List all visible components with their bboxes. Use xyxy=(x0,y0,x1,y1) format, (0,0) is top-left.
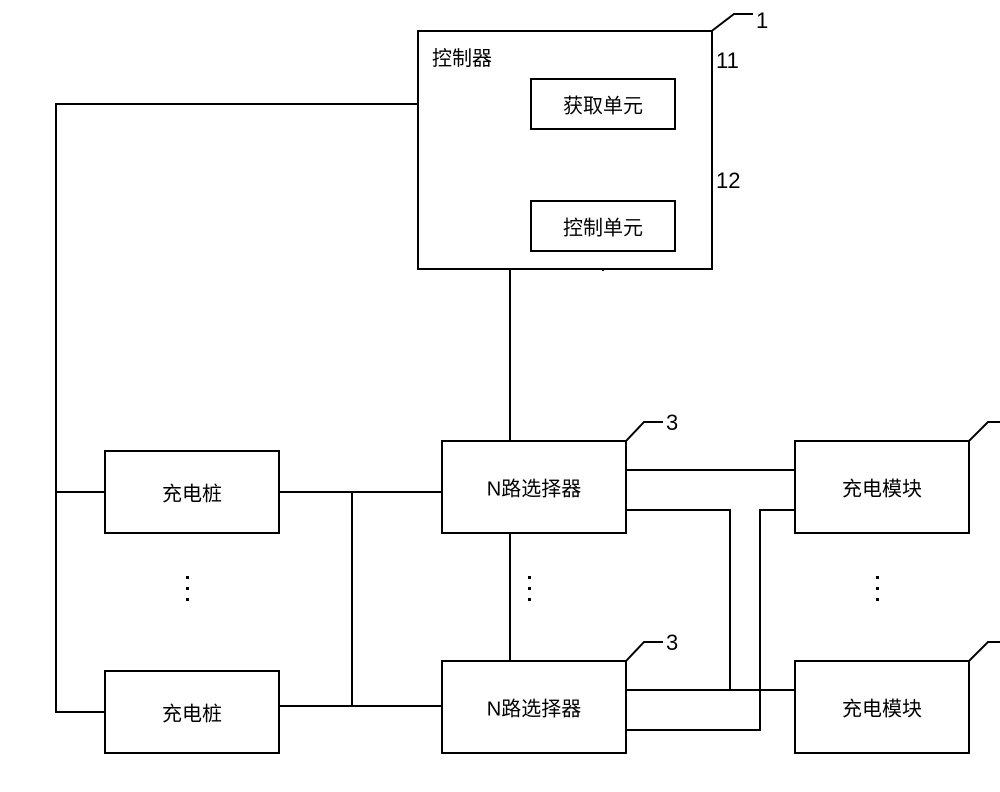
n-selector-bottom-box: N路选择器 xyxy=(441,660,627,754)
n-selector-top-box: N路选择器 xyxy=(441,440,627,534)
charging-module-bottom-box: 充电模块 xyxy=(794,660,970,754)
charging-module-top-label: 充电模块 xyxy=(842,473,922,502)
charging-module-bottom-label: 充电模块 xyxy=(842,693,922,722)
ellipsis-selectors xyxy=(528,576,531,601)
charging-module-top-box: 充电模块 xyxy=(794,440,970,534)
ellipsis-piles xyxy=(186,576,189,601)
charging-pile-top-box: 充电桩 xyxy=(104,450,280,534)
n-selector-top-label: N路选择器 xyxy=(487,473,581,502)
controller-label: 控制器 xyxy=(432,42,492,71)
ellipsis-modules xyxy=(876,576,879,601)
callout-3-top: 3 xyxy=(666,410,678,436)
control-unit-label: 控制单元 xyxy=(563,212,643,241)
callout-11: 11 xyxy=(716,48,739,74)
callout-1: 1 xyxy=(756,8,768,34)
control-unit-box: 控制单元 xyxy=(530,200,676,252)
charging-pile-top-label: 充电桩 xyxy=(162,478,222,507)
diagram-canvas: 控制器 获取单元 控制单元 充电桩 充电桩 N路选择器 N路选择器 充电模块 充… xyxy=(0,0,1000,792)
charging-pile-bottom-label: 充电桩 xyxy=(162,698,222,727)
acquire-unit-box: 获取单元 xyxy=(530,78,676,130)
charging-pile-bottom-box: 充电桩 xyxy=(104,670,280,754)
acquire-unit-label: 获取单元 xyxy=(563,90,643,119)
callout-12: 12 xyxy=(716,168,740,194)
callout-3-bottom: 3 xyxy=(666,630,678,656)
n-selector-bottom-label: N路选择器 xyxy=(487,693,581,722)
